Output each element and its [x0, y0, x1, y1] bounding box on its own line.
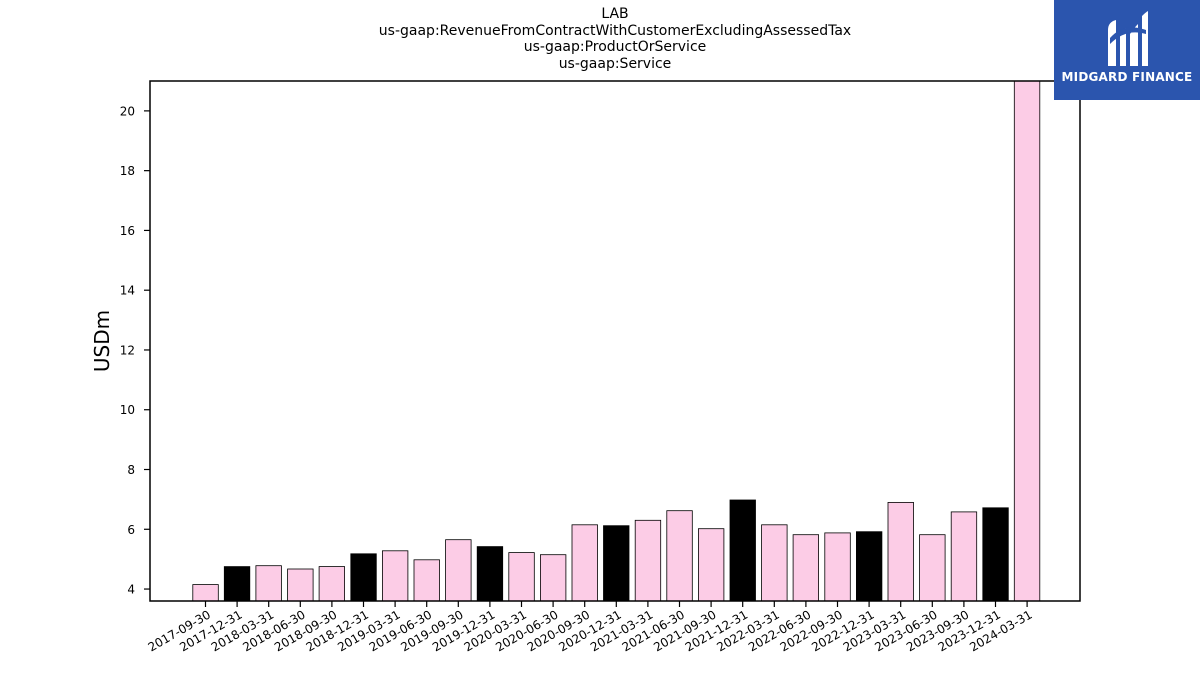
bar — [950, 511, 978, 602]
y-tick-label: 4 — [127, 583, 135, 597]
bar — [508, 552, 535, 602]
bar — [192, 584, 219, 602]
y-axis: 4 6 8 10 12 14 16 18 20 — [120, 104, 150, 597]
bar — [1013, 80, 1041, 602]
y-tick-label: 20 — [120, 104, 135, 118]
bar — [824, 532, 851, 602]
y-tick-label: 6 — [127, 523, 135, 537]
bar — [698, 528, 725, 602]
bar — [350, 553, 377, 602]
chart-title: LAB us-gaap:RevenueFromContractWithCusto… — [150, 6, 1080, 72]
y-tick-label: 14 — [120, 284, 135, 298]
bars-group — [192, 80, 1041, 602]
chart-title-line: LAB — [601, 6, 629, 22]
bar — [571, 524, 598, 602]
y-tick-label: 16 — [120, 224, 135, 238]
bar — [856, 531, 883, 602]
bar — [887, 501, 914, 602]
bar — [255, 565, 282, 602]
y-tick-label: 8 — [127, 463, 135, 477]
y-axis-label: USDm — [90, 310, 114, 372]
y-tick-label: 12 — [120, 343, 135, 357]
bar — [982, 507, 1009, 602]
bar — [666, 510, 693, 602]
bar — [223, 566, 251, 602]
logo-mark-icon — [1108, 11, 1148, 66]
bar — [476, 546, 504, 602]
bar — [445, 539, 472, 602]
chart-title-line: us-gaap:Service — [558, 55, 672, 72]
x-axis: 2017-09-302017-12-312018-03-312018-06-30… — [146, 601, 1035, 654]
bar — [318, 566, 346, 602]
plot-frame — [149, 80, 1081, 602]
bar — [603, 525, 630, 602]
y-tick-label: 10 — [120, 403, 135, 417]
bar — [634, 519, 662, 602]
bar — [792, 534, 819, 602]
bar — [287, 568, 314, 602]
bar — [381, 550, 409, 602]
bar — [919, 534, 946, 602]
chart-title-line: us-gaap:ProductOrService — [523, 39, 707, 55]
bar — [761, 524, 788, 602]
y-tick-label: 18 — [120, 164, 135, 178]
bar — [729, 499, 756, 602]
chart-title-line: us-gaap:RevenueFromContractWithCustomerE… — [378, 22, 852, 39]
bar — [413, 559, 440, 602]
logo-text: MIDGARD FINANCE — [1061, 70, 1193, 84]
midgard-finance-logo: MIDGARD FINANCE — [1054, 0, 1200, 100]
bar — [540, 554, 567, 602]
